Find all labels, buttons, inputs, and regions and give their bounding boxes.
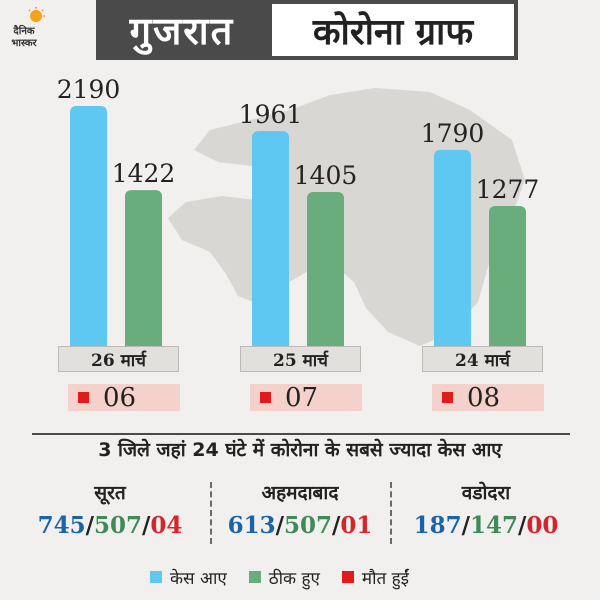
legend-label: केस आए — [170, 568, 227, 589]
city-deaths: 00 — [526, 512, 559, 539]
title-region: गुजरात — [96, 0, 268, 60]
city-cases: 613 — [227, 512, 276, 539]
death-value-label: 06 — [103, 382, 137, 413]
death-square-icon — [442, 392, 453, 403]
city-name: अहमदाबाद — [261, 482, 339, 504]
city-name: वडोदरा — [461, 482, 511, 504]
dainik-bhaskar-logo: दैनिक भास्कर — [11, 7, 45, 49]
city-recovered: 507 — [283, 512, 332, 539]
bar-recovered — [489, 206, 526, 352]
logo-line2: भास्कर — [11, 38, 37, 49]
death-value-label: 08 — [467, 382, 501, 413]
legend: केस आए ठीक हुए मौत हुईं — [150, 564, 431, 590]
data-label-cases: 1961 — [239, 100, 303, 129]
city-stats: 187/147/00 — [413, 512, 559, 539]
death-square-icon — [260, 392, 271, 403]
death-count-box: 07 — [250, 382, 362, 413]
city-stats: 745/507/04 — [37, 512, 183, 539]
city-block: अहमदाबाद 613/507/01 — [210, 478, 390, 539]
city-recovered: 507 — [93, 512, 142, 539]
data-label-recovered: 1405 — [294, 161, 358, 190]
bar-cases — [252, 131, 289, 352]
city-name: सूरत — [94, 482, 126, 504]
bar-recovered — [307, 192, 344, 352]
city-divider — [390, 482, 392, 544]
bar-recovered — [125, 190, 162, 352]
data-label-recovered: 1422 — [112, 159, 176, 188]
death-square-icon — [78, 392, 89, 403]
legend-label: ठीक हुए — [268, 568, 320, 589]
city-deaths: 04 — [150, 512, 183, 539]
subtitle-divider — [32, 433, 570, 435]
death-count-box: 08 — [432, 382, 544, 413]
legend-swatch — [248, 571, 261, 583]
death-value-label: 07 — [285, 382, 319, 413]
x-tick-label: 24 मार्च — [422, 346, 543, 372]
chart-svg: 2190 1961 1790 1422 1405 1277 — [57, 75, 540, 352]
logo-line1: दैनिक — [12, 24, 35, 37]
legend-item-deaths: मौत हुईं — [341, 566, 409, 589]
legend-label: मौत हुईं — [361, 568, 409, 589]
title-main: कोरोना ग्राफ — [268, 0, 518, 60]
city-cases: 745 — [37, 512, 86, 539]
bar-cases — [70, 106, 107, 352]
x-tick-label: 26 मार्च — [58, 346, 179, 372]
city-cases: 187 — [413, 512, 462, 539]
legend-item-recovered: ठीक हुए — [248, 566, 320, 589]
legend-swatch — [150, 571, 162, 583]
legend-item-cases: केस आए — [150, 566, 227, 589]
data-label-cases: 2190 — [57, 75, 121, 104]
legend-swatch — [341, 571, 354, 583]
city-block: वडोदरा 187/147/00 — [396, 478, 576, 539]
city-block: सूरत 745/507/04 — [20, 478, 200, 539]
subtitle: 3 जिले जहां 24 घंटे में कोरोना के सबसे ज… — [30, 430, 570, 468]
x-tick-label: 25 मार्च — [240, 346, 361, 372]
city-divider — [210, 482, 212, 544]
city-recovered: 147 — [469, 512, 518, 539]
city-deaths: 01 — [340, 512, 373, 539]
city-stats: 613/507/01 — [227, 512, 373, 539]
subtitle-text: 3 जिले जहां 24 घंटे में कोरोना के सबसे ज… — [88, 436, 512, 462]
data-label-recovered: 1277 — [476, 175, 540, 204]
death-count-box: 06 — [68, 382, 180, 413]
data-label-cases: 1790 — [421, 119, 485, 148]
bar-cases — [434, 149, 471, 352]
